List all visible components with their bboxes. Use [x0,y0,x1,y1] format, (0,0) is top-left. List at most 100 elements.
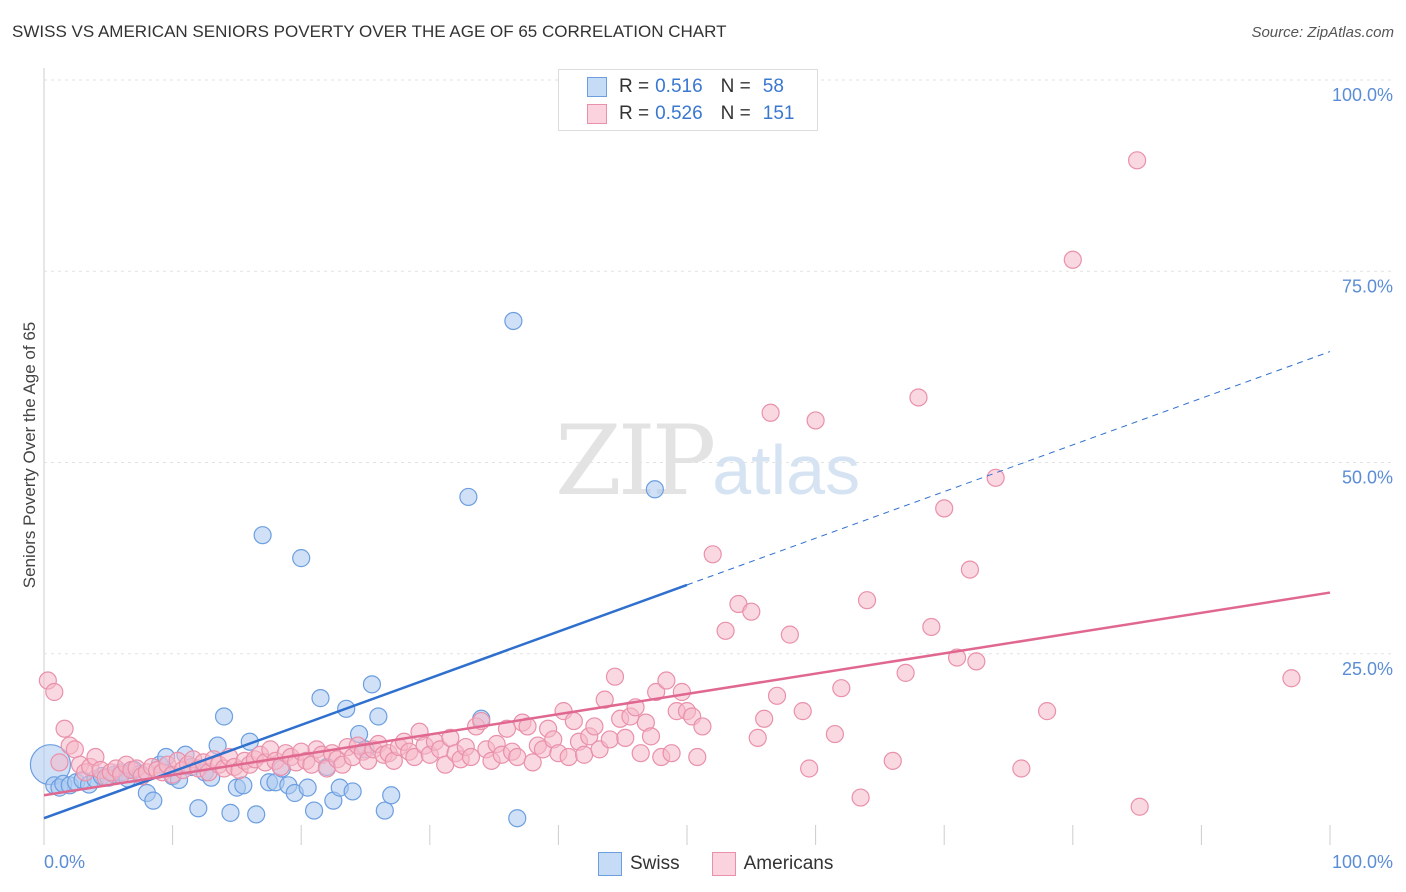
watermark: ZIPatlas [555,405,860,517]
point-americans-104 [575,745,594,764]
point-americans-148 [1127,151,1147,170]
point-swiss-17 [144,791,163,810]
point-americans-152 [851,788,870,807]
point-americans-127 [693,717,712,736]
point-swiss-55 [459,487,478,507]
trendline-americans [43,591,1331,797]
point-americans-155 [896,663,915,682]
y-tick-label-50: 50.0% [1342,468,1393,488]
legend-row-swiss: R = 0.516 N = 58 [587,75,784,99]
legend-n-value-swiss: 58 [762,76,784,97]
point-americans-153 [922,617,941,637]
point-americans-109 [600,730,619,749]
series-swatch-swiss [598,852,622,876]
y-axis-label: Seniors Poverty Over the Age of 65 [20,322,39,588]
watermark-zip: ZIP [555,405,716,517]
legend-swatch-americans [587,104,607,124]
point-americans-134 [780,625,799,644]
point-americans-133 [767,686,787,705]
legend-n-label-americans: N = [720,103,751,124]
point-swiss-56 [504,311,523,331]
legend-r-label-swiss: R = [619,76,650,97]
point-americans-2 [50,753,69,772]
point-americans-126 [688,747,707,767]
series-legend-americans[interactable]: Americans [711,852,834,876]
point-americans-3 [55,719,74,738]
legend-r-value-americans: 0.526 [655,103,703,124]
point-americans-142 [947,648,967,667]
point-swiss-57 [508,809,527,828]
point-americans-112 [616,728,635,748]
point-americans-138 [857,591,877,610]
point-americans-149 [1130,797,1149,816]
legend-r-value-swiss: 0.516 [655,76,703,97]
point-americans-158 [800,759,819,778]
point-americans-131 [742,602,761,621]
series-label-americans: Americans [743,853,834,874]
point-americans-91 [508,747,527,767]
point-americans-137 [832,679,851,698]
point-americans-150 [1282,669,1301,688]
chart-title: SWISS VS AMERICAN SENIORS POVERTY OVER T… [12,22,727,41]
point-americans-156 [825,724,844,744]
point-americans-157 [748,728,767,748]
point-swiss-58 [645,480,664,499]
point-americans-101 [559,747,578,767]
point-swiss-48 [343,782,362,801]
point-swiss-29 [221,803,240,822]
point-americans-146 [1037,702,1057,721]
point-swiss-42 [304,801,324,820]
point-swiss-52 [369,707,388,726]
watermark-atlas: atlas [712,431,861,509]
series-label-swiss: Swiss [630,853,680,874]
point-americans-115 [631,744,650,763]
point-americans-118 [647,682,666,702]
x-tick-label-max: 100.0% [1332,852,1393,872]
point-americans-144 [986,468,1005,487]
legend-r-label-americans: R = [619,103,650,124]
legend-n-value-americans: 151 [762,103,795,124]
point-americans-121 [662,744,681,763]
source-label: Source: ZipAtlas.com [1251,24,1394,41]
point-americans-128 [703,545,722,564]
point-americans-129 [716,621,735,640]
point-americans-139 [883,751,902,770]
trendline-swiss [43,583,688,820]
point-americans-102 [564,711,583,731]
point-swiss-40 [292,549,311,568]
point-swiss-24 [189,799,208,818]
point-swiss-54 [382,786,401,805]
point-swiss-51 [362,675,382,694]
point-americans-141 [935,499,954,518]
point-swiss-34 [253,526,272,545]
point-americans-1 [45,682,64,702]
series-legend-swiss[interactable]: Swiss [598,852,680,876]
point-swiss-43 [311,689,330,708]
legend-swatch-swiss [587,77,607,97]
point-americans-120 [657,671,676,690]
series-legend: Swiss Americans [598,852,865,876]
point-americans-117 [641,727,661,746]
point-swiss-31 [234,776,253,795]
point-swiss-53 [375,801,394,820]
y-tick-label-75: 75.0% [1342,276,1393,296]
point-americans-151 [761,403,780,422]
point-americans-136 [806,411,825,430]
point-americans-147 [1063,250,1082,269]
legend-row-americans: R = 0.526 N = 151 [587,102,794,126]
point-americans-89 [497,719,517,738]
point-americans-140 [909,388,928,407]
point-americans-145 [1012,759,1031,778]
point-swiss-41 [298,778,317,797]
y-tick-label-25: 25.0% [1342,659,1393,679]
y-tick-label-100: 100.0% [1332,85,1393,105]
point-americans-82 [461,747,481,767]
correlation-legend: R = 0.516 N = 58 R = 0.526 N = 151 [558,69,818,131]
point-americans-110 [605,667,625,686]
point-swiss-28 [214,707,234,726]
point-americans-154 [967,652,986,671]
point-americans-94 [523,753,542,772]
point-americans-5 [65,740,84,759]
point-americans-143 [960,560,980,579]
